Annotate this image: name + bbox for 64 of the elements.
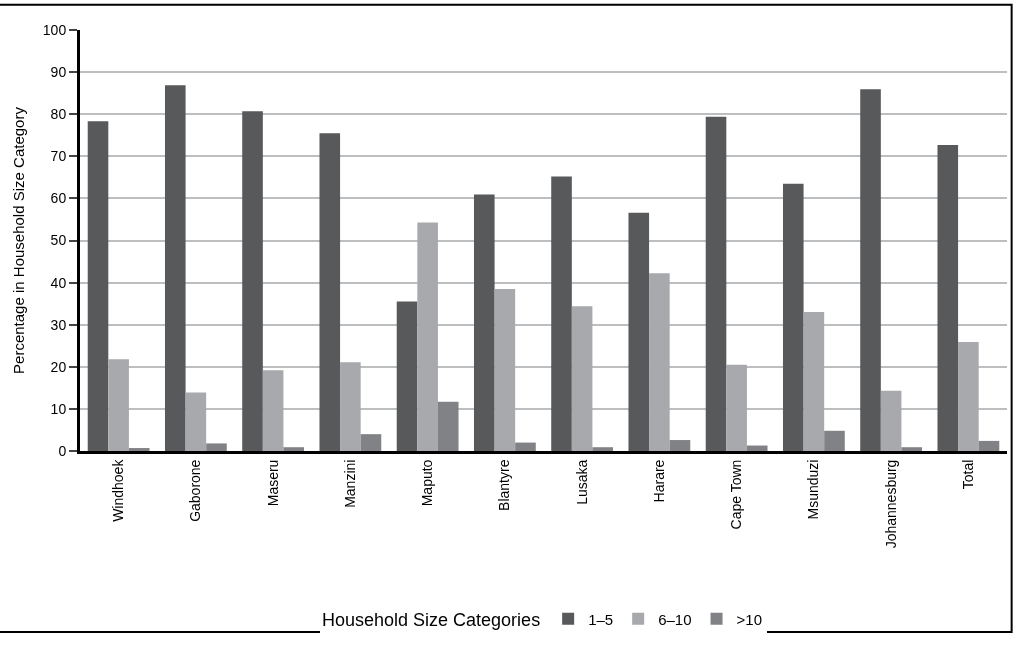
legend-label: >10 — [736, 610, 762, 628]
x-tick-label: Msunduzi — [805, 459, 822, 520]
bar — [242, 111, 263, 451]
bar — [782, 183, 804, 451]
bar — [880, 390, 902, 451]
x-tick-label: Johannesburg — [882, 459, 899, 549]
bar — [803, 312, 825, 451]
bar — [164, 85, 186, 451]
bar — [319, 133, 341, 451]
legend-label: 1–5 — [588, 610, 614, 628]
y-tick-label: 100 — [42, 21, 67, 38]
bar — [958, 341, 979, 451]
bar — [901, 447, 923, 451]
bar — [726, 364, 747, 451]
bar — [649, 273, 670, 451]
y-tick-label: 60 — [50, 190, 67, 207]
y-tick-label: 20 — [50, 358, 67, 375]
bar — [87, 121, 109, 451]
bar — [551, 176, 572, 451]
bar — [494, 288, 516, 451]
bar — [592, 447, 614, 451]
legend-label: 6–10 — [658, 610, 692, 628]
x-tick-label: Maseru — [264, 459, 281, 507]
bar — [437, 401, 459, 451]
bar — [628, 212, 650, 451]
bar — [108, 359, 129, 451]
bar — [185, 392, 207, 451]
bar — [262, 370, 284, 451]
x-tick-label: Harare — [650, 459, 667, 503]
bar — [396, 301, 418, 451]
x-tick-label: Gaborone — [187, 459, 204, 522]
x-tick-label: Total — [959, 459, 976, 490]
bar — [571, 306, 593, 451]
bar — [937, 144, 959, 451]
y-tick-label: 50 — [50, 232, 67, 249]
y-axis-title: Percentage in Household Size Category — [10, 106, 28, 374]
bar — [705, 116, 727, 451]
bar — [978, 440, 1000, 451]
x-tick-label: Windhoek — [110, 458, 127, 522]
y-tick-label: 10 — [50, 400, 67, 417]
bar — [206, 443, 227, 451]
y-tick-label: 40 — [50, 274, 67, 291]
x-tick-label: Cape Town — [728, 459, 745, 530]
bar — [340, 362, 361, 451]
bar — [283, 447, 305, 451]
bar — [417, 222, 438, 451]
y-tick-label: 30 — [50, 316, 67, 333]
y-tick-label: 0 — [58, 442, 67, 459]
y-tick-label: 90 — [50, 64, 67, 80]
bar — [746, 445, 768, 451]
bar — [860, 89, 881, 451]
x-tick-label: Manzini — [341, 459, 358, 508]
x-tick-label: Maputo — [419, 459, 436, 507]
bar — [473, 194, 495, 451]
legend-title: Household Size Categories — [322, 609, 541, 630]
x-tick-label: Lusaka — [573, 459, 590, 505]
bar — [824, 430, 845, 451]
bar — [669, 440, 691, 451]
bar — [128, 448, 150, 451]
y-tick-label: 80 — [50, 106, 67, 123]
y-tick-label: 70 — [50, 148, 67, 165]
x-tick-label: Blantyre — [496, 459, 513, 511]
bar — [360, 434, 382, 451]
bar — [515, 442, 536, 451]
